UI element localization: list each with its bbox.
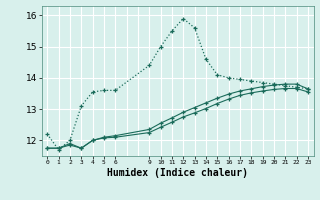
X-axis label: Humidex (Indice chaleur): Humidex (Indice chaleur) xyxy=(107,168,248,178)
